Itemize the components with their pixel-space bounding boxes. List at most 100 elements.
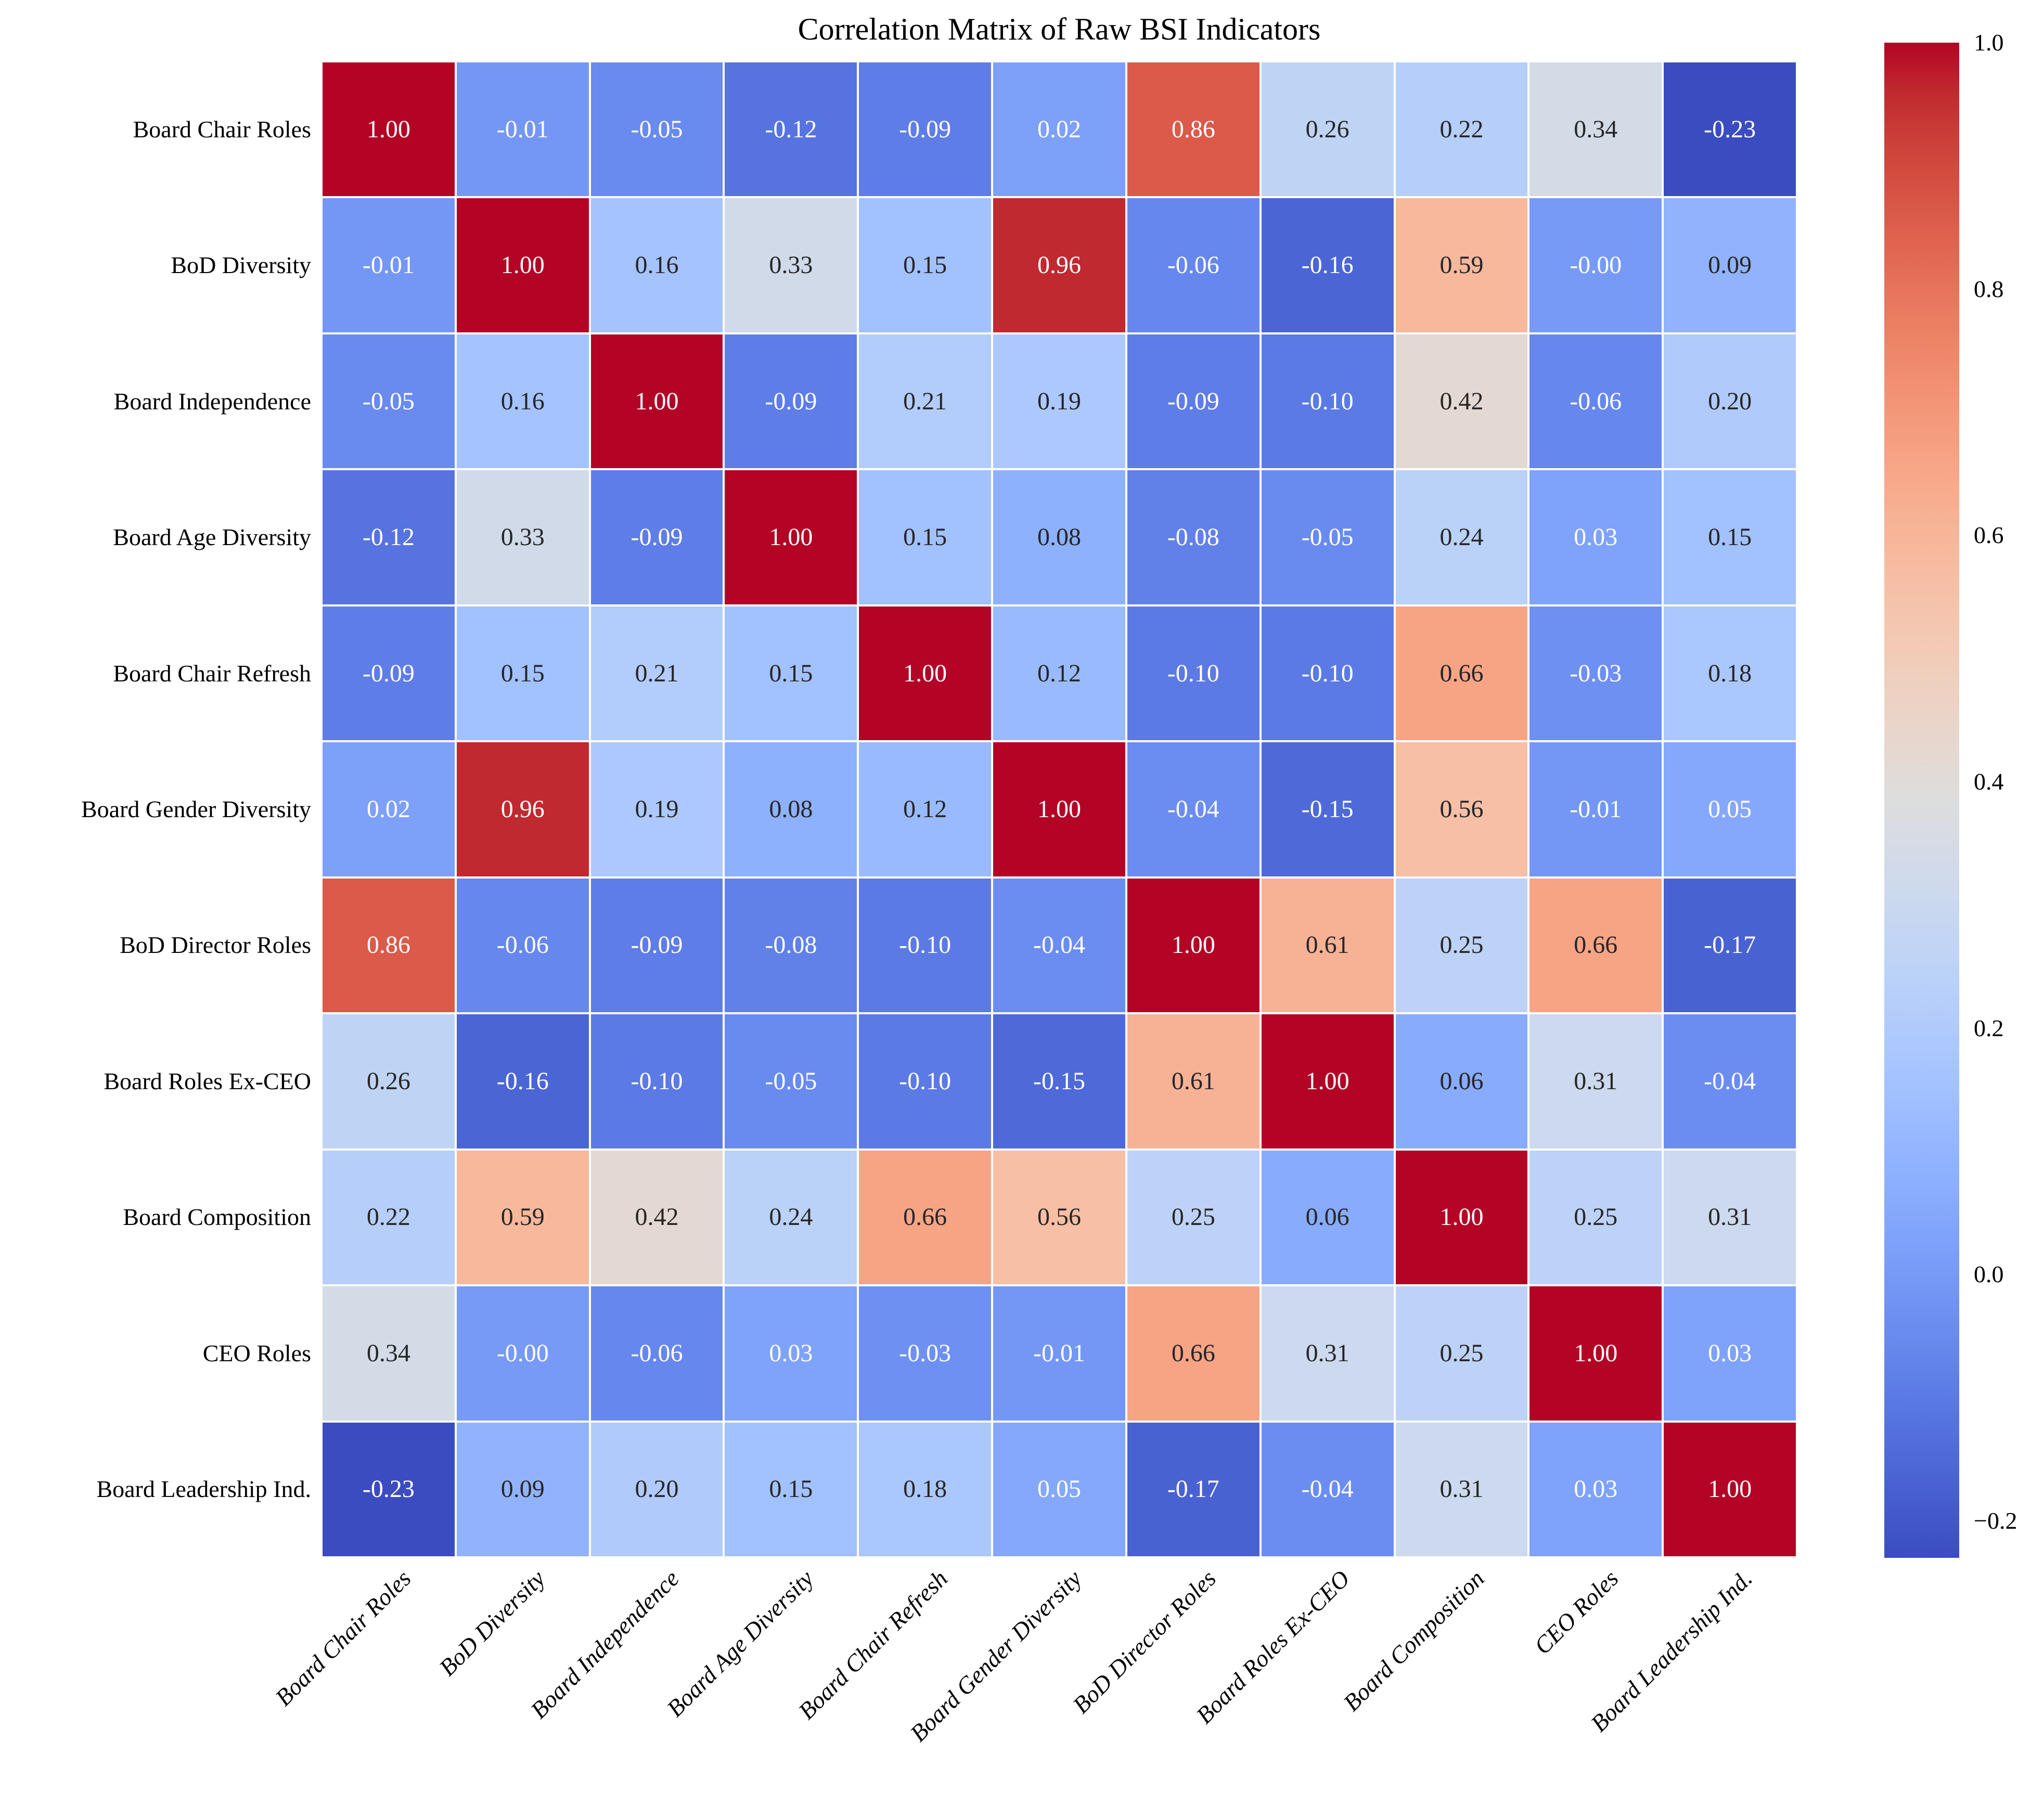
heatmap-cell-r2-c3: 0.16	[590, 198, 723, 332]
heatmap-cell-r6-c4: 0.08	[725, 742, 857, 876]
heatmap-cell-r6-c9: 0.56	[1395, 742, 1528, 876]
heatmap-cell-r5-c1: -0.09	[323, 606, 455, 741]
heatmap-cell-r11-c11: 1.00	[1664, 1422, 1796, 1556]
heatmap-cell-r6-c2: 0.96	[456, 742, 589, 876]
heatmap-cell-r4-c11: 0.15	[1664, 470, 1796, 604]
heatmap-cell-r2-c9: 0.59	[1395, 198, 1528, 332]
heatmap-cell-r4-c5: 0.15	[859, 470, 992, 604]
heatmap-cell-r1-c2: -0.01	[456, 62, 589, 197]
colorbar-tick-0.0: 0.0	[1974, 1261, 2004, 1288]
heatmap-cell-r7-c4: -0.08	[725, 878, 857, 1013]
heatmap-cell-r8-c9: 0.06	[1395, 1014, 1528, 1148]
heatmap-cell-r1-c3: -0.05	[590, 62, 723, 197]
heatmap-cell-r9-c8: 0.06	[1261, 1150, 1394, 1285]
heatmap-cell-r11-c7: -0.17	[1127, 1422, 1259, 1556]
heatmap-cell-r8-c11: -0.04	[1664, 1014, 1796, 1148]
heatmap-cell-r1-c8: 0.26	[1261, 62, 1394, 197]
heatmap-cell-r2-c8: -0.16	[1261, 198, 1394, 332]
colorbar-tick-0.8: 0.8	[1974, 275, 2004, 302]
heatmap-cell-r1-c5: -0.09	[859, 62, 992, 197]
heatmap-cell-r6-c1: 0.02	[323, 742, 455, 876]
heatmap-cell-r10-c8: 0.31	[1261, 1286, 1394, 1421]
heatmap-cell-r4-c10: 0.03	[1529, 470, 1662, 604]
heatmap-cell-r7-c8: 0.61	[1261, 878, 1394, 1013]
heatmap-cell-r10-c5: -0.03	[859, 1286, 992, 1421]
heatmap-cell-r1-c7: 0.86	[1127, 62, 1259, 197]
heatmap-cell-r3-c2: 0.16	[456, 334, 589, 469]
heatmap-cell-r8-c8: 1.00	[1261, 1014, 1394, 1148]
heatmap-cell-r2-c11: 0.09	[1664, 198, 1796, 332]
heatmap-cell-r11-c8: -0.04	[1261, 1422, 1394, 1556]
heatmap-cell-r3-c8: -0.10	[1261, 334, 1394, 469]
heatmap-cell-r5-c7: -0.10	[1127, 606, 1259, 741]
heatmap-cell-r10-c6: -0.01	[993, 1286, 1125, 1421]
heatmap-cell-r1-c4: -0.12	[725, 62, 857, 197]
heatmap-cell-r11-c3: 0.20	[590, 1422, 723, 1556]
x-tick-label-7: BoD Director Roles	[1067, 1565, 1221, 1719]
y-tick-label-7: BoD Director Roles	[120, 932, 311, 959]
heatmap-cell-r2-c1: -0.01	[323, 198, 455, 332]
heatmap-cell-r2-c4: 0.33	[725, 198, 857, 332]
heatmap-cell-r10-c2: -0.00	[456, 1286, 589, 1421]
heatmap-cell-r5-c4: 0.15	[725, 606, 857, 741]
x-tick-label-4: Board Age Diversity	[661, 1565, 819, 1722]
heatmap-cell-r6-c8: -0.15	[1261, 742, 1394, 876]
heatmap-cell-r8-c4: -0.05	[725, 1014, 857, 1148]
heatmap-cell-r6-c7: -0.04	[1127, 742, 1259, 876]
heatmap-cell-r5-c5: 1.00	[859, 606, 992, 741]
heatmap-cell-r7-c11: -0.17	[1664, 878, 1796, 1013]
heatmap-cell-r4-c2: 0.33	[456, 470, 589, 604]
y-tick-label-4: Board Age Diversity	[113, 524, 311, 551]
heatmap-cell-r3-c9: 0.42	[1395, 334, 1528, 469]
heatmap-cell-r8-c3: -0.10	[590, 1014, 723, 1148]
heatmap-cell-r3-c11: 0.20	[1664, 334, 1796, 469]
heatmap-cell-r8-c7: 0.61	[1127, 1014, 1259, 1148]
heatmap-cell-r9-c6: 0.56	[993, 1150, 1125, 1285]
heatmap-cell-r9-c4: 0.24	[725, 1150, 857, 1285]
heatmap-cell-r4-c1: -0.12	[323, 470, 455, 604]
heatmap-cell-r9-c11: 0.31	[1664, 1150, 1796, 1285]
heatmap-cell-r9-c10: 0.25	[1529, 1150, 1662, 1285]
heatmap-cell-r4-c4: 1.00	[725, 470, 857, 604]
colorbar-tick-0.6: 0.6	[1974, 522, 2004, 549]
x-tick-label-10: CEO Roles	[1528, 1565, 1624, 1660]
heatmap-cell-r5-c9: 0.66	[1395, 606, 1528, 741]
heatmap-cell-r11-c10: 0.03	[1529, 1422, 1662, 1556]
x-tick-label-1: Board Chair Roles	[270, 1565, 416, 1711]
heatmap-cell-r4-c8: -0.05	[1261, 470, 1394, 604]
y-tick-label-9: Board Composition	[123, 1204, 311, 1231]
heatmap-cell-r4-c9: 0.24	[1395, 470, 1528, 604]
y-tick-label-11: Board Leadership Ind.	[96, 1476, 311, 1503]
heatmap-cell-r5-c11: 0.18	[1664, 606, 1796, 741]
chart-title: Correlation Matrix of Raw BSI Indicators	[798, 12, 1321, 46]
heatmap-cell-r1-c9: 0.22	[1395, 62, 1528, 197]
y-tick-label-6: Board Gender Diversity	[81, 796, 311, 822]
heatmap-cell-r9-c5: 0.66	[859, 1150, 992, 1285]
heatmap-cell-r9-c3: 0.42	[590, 1150, 723, 1285]
heatmap-cell-r11-c5: 0.18	[859, 1422, 992, 1556]
heatmap-cell-r3-c4: -0.09	[725, 334, 857, 469]
heatmap-cell-r11-c4: 0.15	[725, 1422, 857, 1556]
heatmap-grid: 1.00 -0.01 -0.05 -0.12 -0.09 0.02 0.86 0.26 0.22…	[323, 62, 1796, 1556]
heatmap-cell-r7-c6: -0.04	[993, 878, 1125, 1013]
heatmap-cell-r7-c2: -0.06	[456, 878, 589, 1013]
heatmap-cell-r7-c10: 0.66	[1529, 878, 1662, 1013]
heatmap-cell-r10-c10: 1.00	[1529, 1286, 1662, 1421]
heatmap-cell-r3-c1: -0.05	[323, 334, 455, 469]
heatmap-cell-r5-c8: -0.10	[1261, 606, 1394, 741]
heatmap-cell-r2-c2: 1.00	[456, 198, 589, 332]
y-tick-label-5: Board Chair Refresh	[113, 660, 311, 687]
colorbar-tick-0.4: 0.4	[1974, 768, 2004, 795]
y-tick-label-3: Board Independence	[113, 388, 311, 415]
heatmap-cell-r10-c9: 0.25	[1395, 1286, 1528, 1421]
heatmap-cell-r5-c6: 0.12	[993, 606, 1125, 741]
heatmap-cell-r3-c7: -0.09	[1127, 334, 1259, 469]
heatmap-cell-r5-c2: 0.15	[456, 606, 589, 741]
colorbar-tick-0.2: 0.2	[1974, 1014, 2004, 1041]
heatmap-cell-r4-c3: -0.09	[590, 470, 723, 604]
heatmap-cell-r6-c10: -0.01	[1529, 742, 1662, 876]
heatmap-cell-r6-c3: 0.19	[590, 742, 723, 876]
heatmap-cell-r8-c2: -0.16	[456, 1014, 589, 1148]
heatmap-cell-r7-c7: 1.00	[1127, 878, 1259, 1013]
heatmap-cell-r9-c2: 0.59	[456, 1150, 589, 1285]
